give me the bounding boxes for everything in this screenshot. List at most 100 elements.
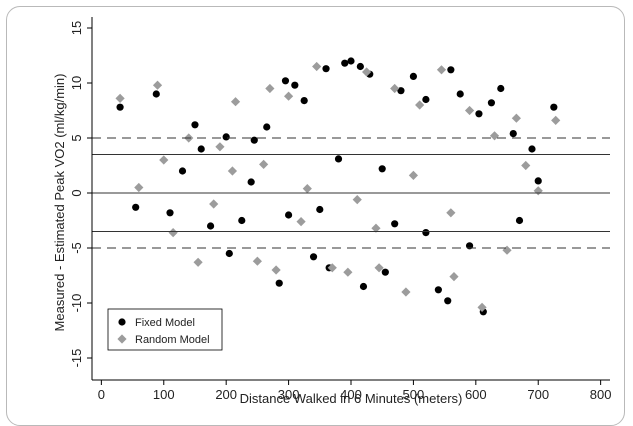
- random-point: [227, 166, 238, 176]
- fixed-point: [409, 72, 418, 80]
- random-point: [302, 184, 312, 194]
- random-point: [283, 91, 294, 101]
- fixed-point: [281, 77, 290, 85]
- legend-box: [107, 308, 223, 351]
- random-point: [449, 272, 459, 282]
- random-point: [115, 93, 125, 103]
- random-point: [352, 195, 362, 205]
- series-layer: [115, 57, 561, 316]
- random-point: [159, 155, 169, 165]
- x-tick-label: 500: [403, 387, 425, 402]
- fixed-point: [152, 90, 160, 98]
- fixed-point: [422, 95, 430, 104]
- random-point: [446, 208, 456, 218]
- random-point: [152, 80, 163, 90]
- y-tick-label: 5: [69, 134, 84, 141]
- random-point: [193, 257, 203, 267]
- legend-random-marker: [117, 334, 127, 344]
- fixed-point: [434, 286, 442, 294]
- fixed-point: [341, 59, 349, 67]
- x-tick-label: 400: [340, 387, 362, 402]
- random-point: [464, 105, 475, 116]
- fixed-point: [359, 282, 368, 291]
- fixed-point: [378, 165, 386, 173]
- x-tick-label: 300: [278, 387, 300, 402]
- random-point: [374, 263, 384, 273]
- random-point: [215, 142, 225, 152]
- fixed-point: [509, 130, 517, 138]
- x-axis-title: Distance Walked in 6 Minutes (meters): [240, 391, 463, 406]
- y-tick-label: -5: [69, 242, 84, 254]
- fixed-point: [309, 253, 318, 261]
- y-tick-label: -15: [69, 349, 84, 368]
- x-tick-label: 200: [215, 387, 237, 402]
- fixed-point: [206, 222, 215, 230]
- fixed-point: [528, 145, 536, 153]
- legend: Fixed Model Random Model: [107, 308, 223, 351]
- y-tick-label: 15: [69, 21, 84, 35]
- fixed-point: [487, 99, 496, 107]
- x-tick-label: 800: [590, 387, 612, 402]
- fixed-point: [497, 84, 505, 93]
- fixed-point: [381, 268, 389, 276]
- fixed-point: [447, 66, 455, 74]
- fixed-point: [397, 87, 405, 95]
- random-point: [390, 83, 400, 94]
- fixed-point: [197, 145, 205, 153]
- random-point: [296, 217, 306, 227]
- fixed-point: [456, 90, 464, 98]
- fixed-point: [300, 97, 308, 105]
- fixed-point: [347, 57, 355, 65]
- random-point: [533, 186, 543, 196]
- random-point: [252, 256, 262, 266]
- x-tick-label: 100: [153, 387, 175, 402]
- legend-fixed-marker: [118, 318, 126, 326]
- x-tick-label: 700: [527, 387, 549, 402]
- random-point: [134, 182, 144, 193]
- random-point: [168, 228, 178, 238]
- axes: -15 -10 -5 0 5 10 15 0 100 200 300 400 500 600 700 800: [69, 17, 611, 402]
- random-point: [436, 65, 447, 75]
- fixed-point: [247, 178, 255, 186]
- random-point: [265, 83, 275, 94]
- y-tick-label: -10: [69, 294, 84, 313]
- fixed-point: [116, 103, 124, 111]
- fixed-point: [334, 155, 343, 163]
- random-point: [343, 267, 353, 277]
- random-point: [401, 287, 411, 297]
- random-point: [511, 113, 521, 123]
- y-axis-title: Measured - Estimated Peak VO2 (ml/kg/min…: [52, 74, 67, 332]
- fixed-point: [291, 81, 299, 89]
- fixed-point: [178, 167, 187, 175]
- fixed-point: [191, 121, 199, 129]
- fixed-point: [391, 220, 399, 228]
- random-point: [312, 61, 322, 72]
- random-point: [327, 263, 337, 273]
- reference-lines: [92, 137, 610, 249]
- fixed-point: [475, 110, 483, 118]
- fixed-point: [422, 229, 430, 237]
- fixed-point: [222, 133, 230, 141]
- fixed-point: [263, 123, 271, 131]
- legend-random-label: Random Model: [135, 334, 210, 346]
- fixed-point: [316, 205, 324, 214]
- random-point: [415, 100, 425, 110]
- random-point: [551, 115, 561, 125]
- legend-fixed-label: Fixed Model: [135, 317, 195, 329]
- fixed-point: [322, 65, 330, 73]
- fixed-point: [550, 103, 558, 111]
- fixed-point: [225, 249, 233, 258]
- random-point: [489, 131, 500, 141]
- fixed-point: [356, 62, 364, 71]
- x-tick-label: 600: [465, 387, 487, 402]
- fixed-point: [515, 216, 524, 225]
- fixed-point: [132, 203, 140, 211]
- fixed-point: [534, 177, 542, 185]
- random-point: [230, 97, 241, 107]
- random-point: [502, 245, 512, 255]
- random-point: [259, 159, 269, 169]
- x-tick-label: 0: [98, 387, 105, 402]
- fixed-point: [284, 211, 293, 219]
- fixed-point: [166, 209, 174, 217]
